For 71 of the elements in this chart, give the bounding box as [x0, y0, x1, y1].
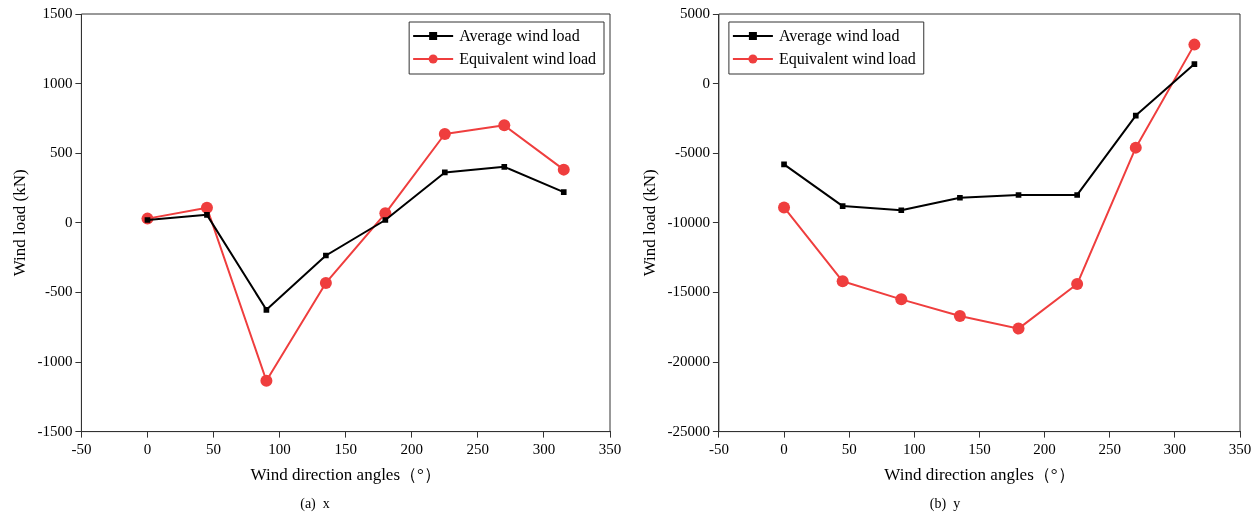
point [438, 127, 451, 140]
y-tick-label: -20000 [667, 352, 710, 369]
x-tick-label: 300 [532, 440, 556, 457]
y-tick-label: 5000 [679, 4, 710, 21]
x-tick-label: 100 [903, 440, 926, 457]
point [1188, 38, 1201, 51]
y-axis-title: Wind load (kN) [639, 169, 659, 277]
point [560, 189, 567, 195]
point [778, 201, 791, 214]
point [1015, 192, 1022, 198]
legend-label: Equivalent wind load [778, 50, 916, 69]
point [839, 203, 846, 209]
point [498, 119, 511, 132]
legend-label: Equivalent wind load [459, 50, 596, 69]
y-tick-label: 1000 [42, 74, 73, 91]
x-tick-label: 50 [206, 440, 222, 457]
y-axis-title: Wind load (kN) [9, 169, 29, 277]
point [382, 217, 389, 223]
x-tick-label: 200 [400, 440, 424, 457]
point [1132, 112, 1139, 119]
point [557, 163, 570, 176]
y-tick-label: 0 [64, 213, 73, 230]
x-tick-label: 150 [968, 440, 991, 457]
x-tick-label: 250 [466, 440, 490, 457]
x-tick-label: 50 [841, 440, 857, 457]
point [898, 207, 905, 214]
y-tick-label: -1000 [37, 352, 73, 369]
legend-label: Average wind load [778, 27, 900, 46]
y-tick-label: -10000 [667, 213, 710, 230]
y-tick-label: -1500 [37, 422, 73, 439]
x-tick-label: 300 [1163, 440, 1187, 457]
point [260, 374, 273, 387]
x-tick-label: -50 [71, 440, 92, 457]
point [895, 293, 908, 306]
x-tick-label: 200 [1033, 440, 1056, 457]
x-tick-label: 0 [780, 440, 788, 457]
x-tick-label: 0 [143, 440, 152, 457]
x-tick-label: 250 [1098, 440, 1121, 457]
text: (a) x [299, 496, 331, 512]
point [781, 161, 787, 168]
point [319, 276, 332, 289]
point [1191, 61, 1198, 67]
x-tick-label: 350 [1228, 440, 1252, 457]
point [1074, 192, 1080, 198]
point [501, 164, 508, 170]
point [953, 310, 966, 323]
point [1129, 141, 1142, 154]
y-tick-label: -15000 [667, 283, 710, 300]
x-tick-label: -50 [708, 440, 729, 457]
point [1012, 322, 1025, 335]
x-tick-label: 350 [598, 440, 622, 457]
x-axis-title: Wind direction angles（°） [250, 465, 441, 485]
y-tick-label: -500 [44, 283, 73, 300]
point [1071, 278, 1084, 291]
y-tick-label: 0 [702, 74, 710, 91]
x-axis-title: Wind direction angles（°） [884, 465, 1075, 485]
point [200, 201, 213, 214]
x-tick-label: 100 [268, 440, 291, 457]
y-tick-label: 500 [49, 144, 73, 161]
point [957, 194, 963, 201]
y-tick-label: -25000 [667, 422, 710, 439]
point [836, 275, 849, 288]
point [323, 252, 329, 259]
x-tick-label: 150 [334, 440, 357, 457]
text: (b) y [928, 496, 962, 512]
point [441, 169, 448, 176]
y-tick-label: -5000 [674, 144, 710, 161]
y-tick-label: 1500 [42, 4, 73, 21]
point [204, 212, 210, 218]
legend-label: Average wind load [459, 27, 580, 46]
point [263, 306, 270, 313]
